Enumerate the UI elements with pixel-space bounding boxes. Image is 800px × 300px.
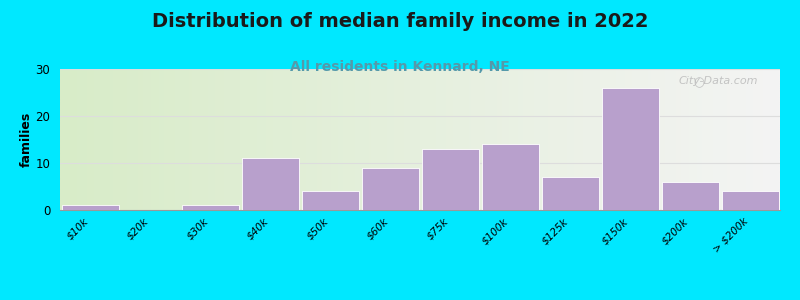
Bar: [602, 88, 658, 210]
Bar: [482, 144, 538, 210]
Bar: [422, 149, 478, 210]
Text: City-Data.com: City-Data.com: [679, 76, 758, 86]
Text: ○: ○: [694, 76, 704, 89]
Bar: [542, 177, 598, 210]
Bar: [362, 168, 418, 210]
Text: All residents in Kennard, NE: All residents in Kennard, NE: [290, 60, 510, 74]
Bar: [242, 158, 298, 210]
Bar: [302, 191, 358, 210]
Bar: [62, 205, 118, 210]
Y-axis label: families: families: [20, 112, 33, 167]
Bar: [662, 182, 718, 210]
Bar: [722, 191, 778, 210]
Bar: [182, 205, 238, 210]
Text: Distribution of median family income in 2022: Distribution of median family income in …: [152, 12, 648, 31]
